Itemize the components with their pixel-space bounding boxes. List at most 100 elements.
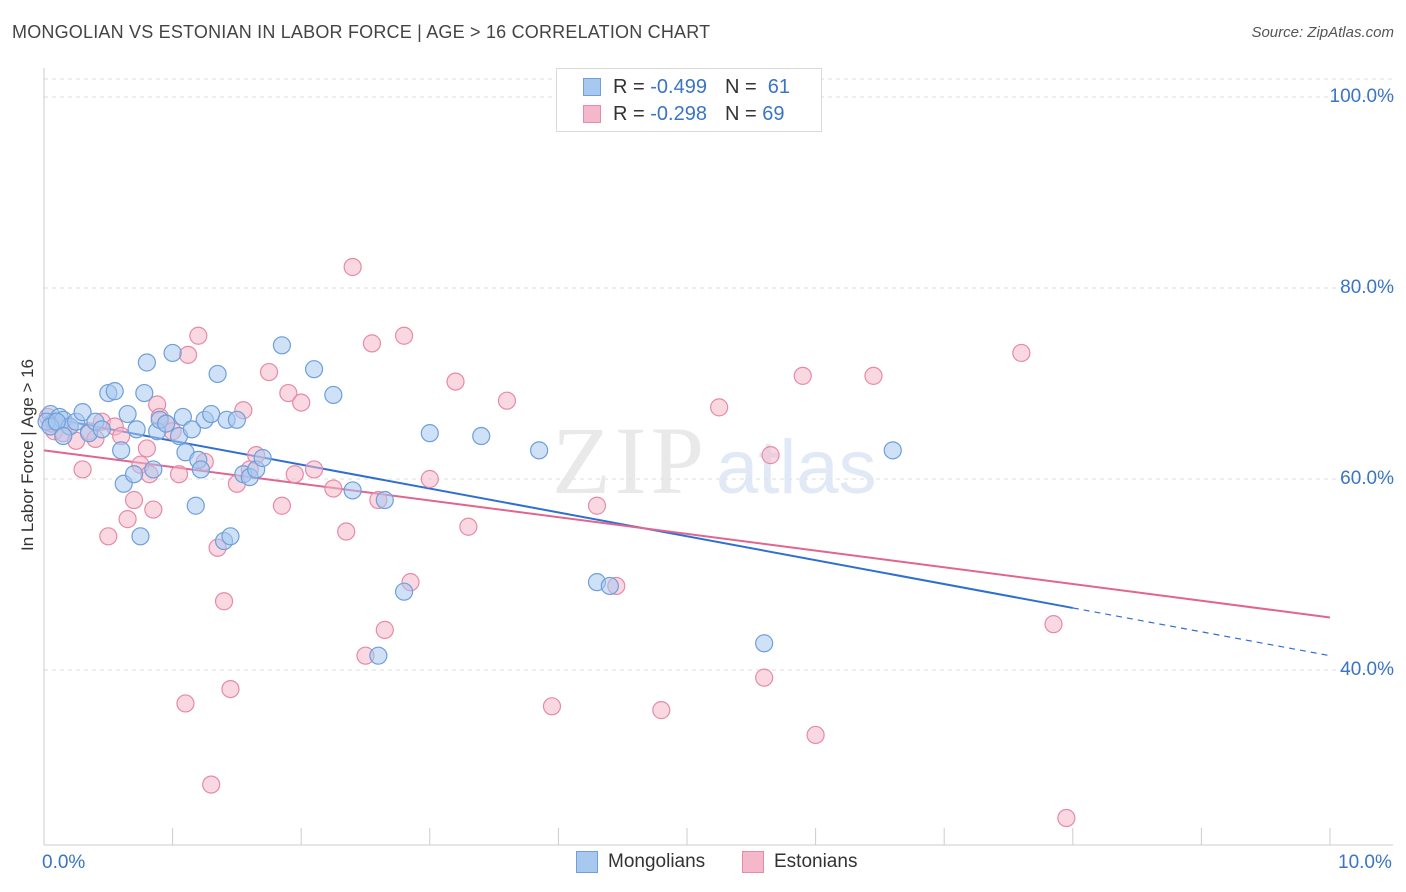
legend-n-label: N = — [724, 75, 757, 98]
estonians-point — [793, 366, 812, 385]
axes — [43, 68, 1393, 846]
estonians-point — [587, 496, 607, 515]
legend-r-label: R = — [613, 75, 645, 98]
estonians-point — [652, 701, 671, 720]
legend-r-value: -0.499 — [650, 75, 707, 98]
mongolians-point — [530, 441, 549, 460]
mongolians-point — [124, 465, 144, 484]
estonians-point — [1044, 615, 1063, 634]
mongolians-point — [54, 426, 73, 446]
mongolians-point — [375, 490, 394, 510]
estonians-point — [272, 496, 292, 515]
estonians-point — [394, 326, 414, 345]
mongolians-point — [157, 414, 176, 433]
estonians-point — [259, 362, 279, 382]
x-tick-label-max: 10.0% — [1338, 852, 1392, 873]
mongolians-point — [221, 527, 240, 546]
legend-swatch-mongolians — [583, 78, 601, 96]
estonians-point — [178, 345, 198, 364]
mongolians-point — [118, 404, 137, 424]
mongolians-point — [420, 424, 439, 443]
mongolians-point — [208, 364, 227, 384]
watermark: ZIP atlas — [552, 407, 877, 514]
grid-lines — [44, 78, 1393, 671]
chart-title: MONGOLIAN VS ESTONIAN IN LABOR FORCE | A… — [12, 22, 711, 42]
y-tick-label: 40.0% — [1340, 659, 1394, 680]
estonians-point — [137, 439, 156, 458]
mongolians-point — [227, 410, 246, 429]
y-tick-label: 60.0% — [1340, 468, 1394, 489]
estonians-point — [337, 522, 356, 541]
estonians-point — [1012, 343, 1031, 363]
mongolians-point — [343, 481, 362, 500]
estonians-point — [420, 469, 439, 489]
estonians-point — [542, 697, 562, 716]
mongolians-point — [135, 383, 154, 403]
watermark-atlas: atlas — [716, 425, 877, 510]
estonians-point — [1057, 808, 1076, 828]
mongolians-point — [253, 448, 272, 468]
mongolians-point — [163, 343, 182, 363]
estonians-point — [761, 446, 780, 465]
estonians-point — [292, 393, 311, 412]
estonians-point — [124, 490, 144, 510]
estonians-point — [755, 668, 774, 687]
mongolians-point — [92, 420, 111, 439]
legend-r-value: -0.298 — [650, 102, 707, 125]
estonians-point — [279, 383, 298, 403]
mongolians-point — [304, 360, 324, 379]
legend-row-estonians: R = -0.298 N = 69 — [583, 103, 784, 125]
legend-n-value: 61 — [767, 75, 791, 98]
bottom-legend-swatch-estonians — [742, 851, 764, 873]
mongolians-point — [131, 527, 150, 546]
legend-n-value: 69 — [762, 102, 785, 125]
mongolians-point — [127, 420, 146, 439]
mongolians-point — [144, 460, 163, 479]
mongolians-point — [272, 336, 292, 355]
estonians-point — [806, 725, 825, 745]
x-tick-label-min: 0.0% — [42, 852, 86, 873]
estonians-point — [73, 460, 92, 479]
y-tick-label: 100.0% — [1329, 86, 1394, 107]
mongolians-point — [186, 496, 205, 515]
estonians-point — [214, 592, 234, 611]
mongolians-point — [137, 353, 156, 372]
y-tick-label: 80.0% — [1340, 277, 1394, 298]
bottom-legend-label-estonians: Estonians — [774, 851, 858, 872]
bottom-legend-label-mongolians: Mongolians — [608, 851, 706, 872]
mongolians-point — [324, 385, 343, 405]
legend-r-label: R = — [613, 102, 645, 125]
estonians-point — [118, 510, 137, 529]
estonians-point — [324, 479, 343, 498]
data-points — [37, 257, 1076, 828]
watermark-zip: ZIP — [552, 407, 708, 514]
mongolians-point — [472, 426, 491, 446]
estonians-point — [459, 517, 478, 536]
mongolians-point — [883, 441, 902, 460]
estonians-point — [864, 366, 883, 385]
estonians-point — [221, 679, 240, 699]
legend-n-label: N = — [724, 102, 757, 125]
source-label: Source: ZipAtlas.com — [1251, 24, 1394, 41]
estonians-point — [176, 694, 195, 713]
estonians-point — [202, 775, 221, 794]
estonians-point — [497, 391, 517, 410]
estonians-point — [304, 460, 324, 479]
mongolians-point — [202, 404, 221, 424]
mongolians-point — [755, 634, 774, 653]
legend-swatch-estonians — [583, 105, 601, 123]
bottom-legend-swatch-mongolians — [576, 851, 598, 873]
mongolians-point — [105, 382, 124, 401]
mongolians-point — [182, 420, 201, 439]
mongolians-point — [73, 403, 92, 422]
mongolians-point — [191, 460, 210, 479]
estonians-point — [362, 334, 382, 353]
mongolians-point — [369, 646, 388, 665]
mongolians-point — [112, 441, 131, 460]
estonians-point — [446, 372, 465, 391]
bottom-legend-mongolians: Mongolians — [576, 851, 705, 873]
estonians-point — [285, 465, 304, 484]
estonians-point — [343, 257, 362, 277]
estonians-point — [99, 527, 118, 546]
